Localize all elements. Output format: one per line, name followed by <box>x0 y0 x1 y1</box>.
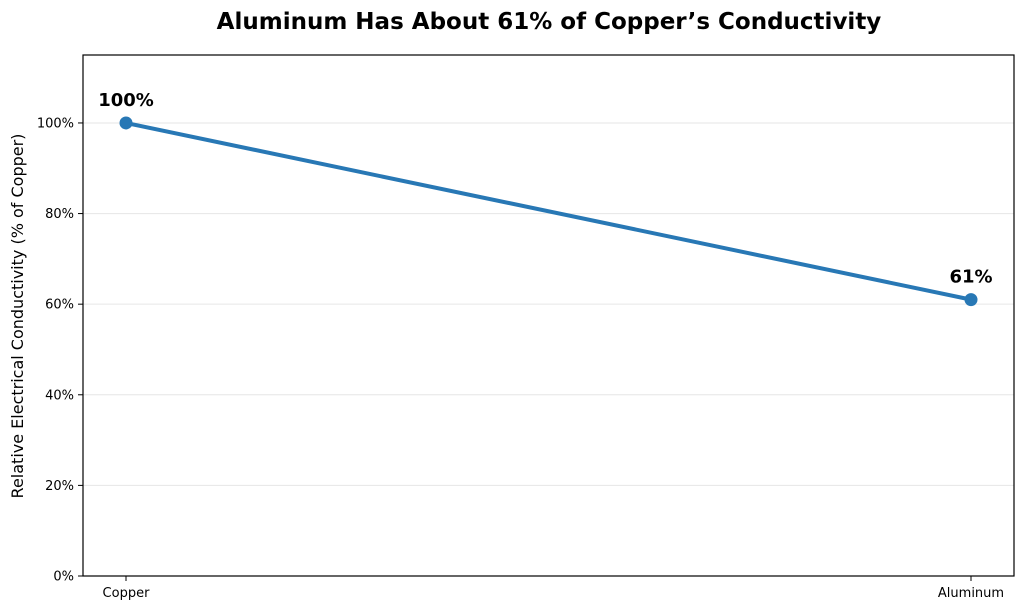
data-point <box>964 293 978 307</box>
chart-title: Aluminum Has About 61% of Copper’s Condu… <box>217 9 882 35</box>
data-label: 100% <box>98 90 154 111</box>
data-labels: 100% 61% <box>98 90 992 288</box>
data-label: 61% <box>949 267 992 288</box>
series-layer <box>119 116 978 307</box>
y-tick-label: 60% <box>45 298 74 313</box>
y-tick-label: 40% <box>45 388 74 403</box>
y-tick-label: 20% <box>45 479 74 494</box>
x-tick-label: Aluminum <box>938 586 1004 601</box>
series-line <box>124 120 973 302</box>
y-tick-label: 100% <box>37 116 74 131</box>
x-tick-label: Copper <box>103 586 151 601</box>
y-tick-label: 0% <box>53 570 74 585</box>
axis-ticks: 0% 20% 40% 60% 80% 100% Copper Aluminum <box>37 116 1004 601</box>
grid-layer <box>83 122 1014 486</box>
plot-frame <box>82 54 1015 577</box>
data-point <box>119 116 133 130</box>
y-tick-label: 80% <box>45 207 74 222</box>
y-axis-label: Relative Electrical Conductivity (% of C… <box>8 134 27 499</box>
